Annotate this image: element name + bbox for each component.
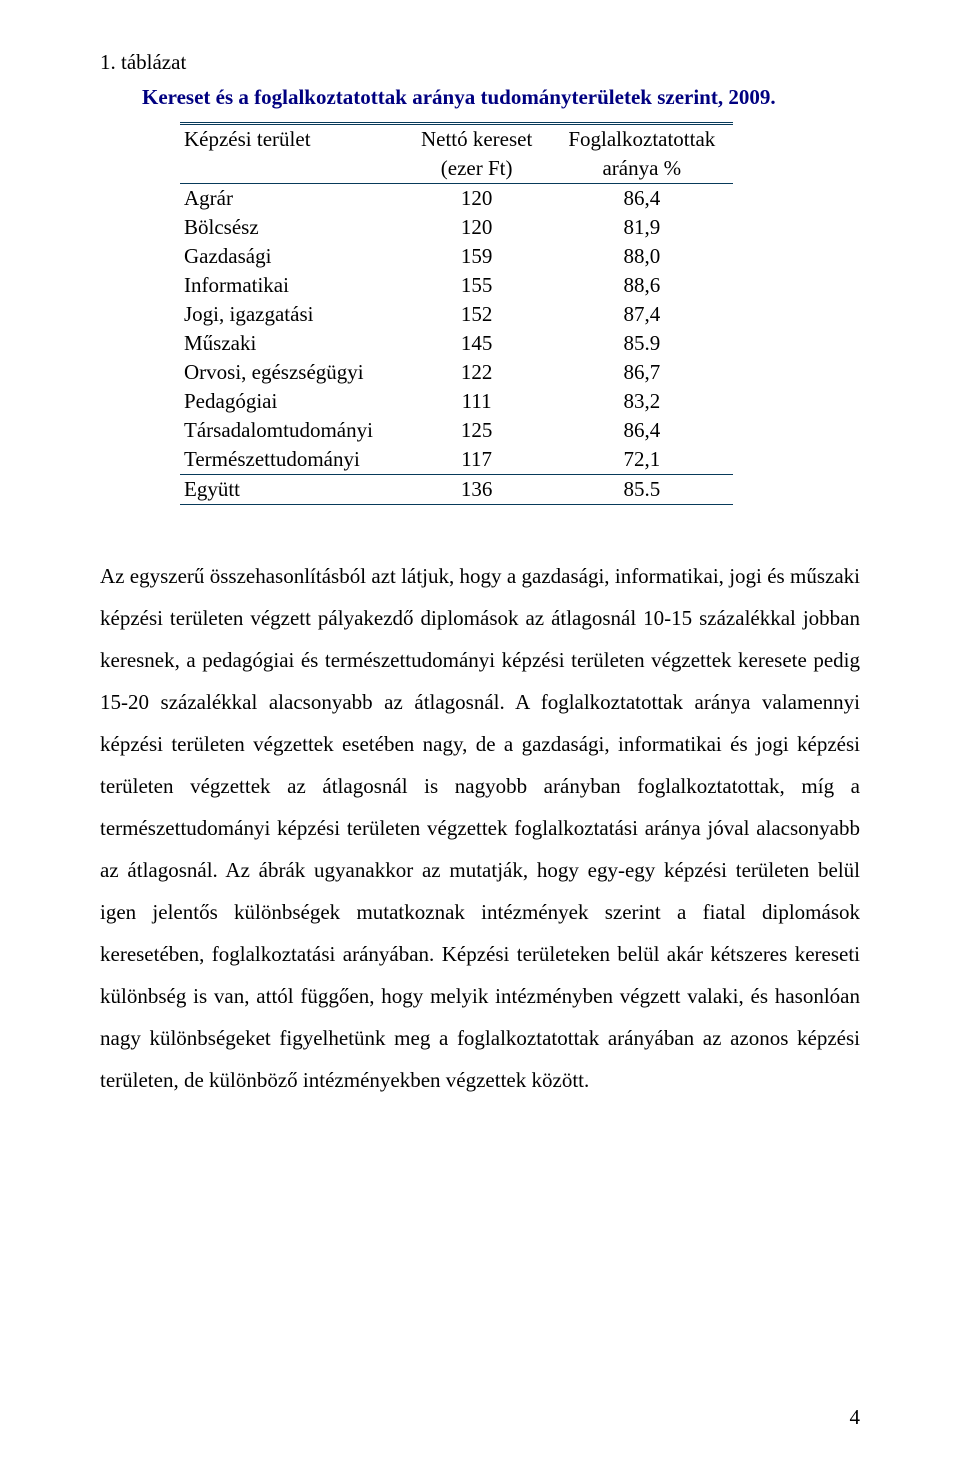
table-title: Kereset és a foglalkoztatottak aránya tu… (142, 85, 860, 110)
list-number: 1. táblázat (100, 50, 860, 75)
cell-v2: 85.5 (550, 475, 733, 505)
cell-v1: 159 (403, 242, 550, 271)
col-header-2-line1: Foglalkoztatottak (550, 124, 733, 155)
cell-v2: 86,7 (550, 358, 733, 387)
col-header-0-line2 (180, 154, 403, 184)
cell-v2: 72,1 (550, 445, 733, 475)
table-row: Informatikai 155 88,6 (180, 271, 733, 300)
cell-v1: 152 (403, 300, 550, 329)
cell-v2: 86,4 (550, 184, 733, 214)
data-table: Képzési terület Nettó kereset Foglalkozt… (180, 122, 733, 505)
col-header-0-line1: Képzési terület (180, 124, 403, 155)
cell-label: Együtt (180, 475, 403, 505)
cell-v2: 87,4 (550, 300, 733, 329)
table-row: Gazdasági 159 88,0 (180, 242, 733, 271)
cell-v1: 125 (403, 416, 550, 445)
cell-v2: 85.9 (550, 329, 733, 358)
cell-v1: 120 (403, 184, 550, 214)
col-header-1-line2: (ezer Ft) (403, 154, 550, 184)
cell-v2: 81,9 (550, 213, 733, 242)
cell-label: Pedagógiai (180, 387, 403, 416)
table-total-row: Együtt 136 85.5 (180, 475, 733, 505)
page-number: 4 (850, 1405, 861, 1430)
cell-label: Informatikai (180, 271, 403, 300)
body-paragraph: Az egyszerű összehasonlításból azt látju… (100, 555, 860, 1101)
cell-v1: 117 (403, 445, 550, 475)
cell-v2: 86,4 (550, 416, 733, 445)
cell-v1: 120 (403, 213, 550, 242)
table-row: Pedagógiai 111 83,2 (180, 387, 733, 416)
table-header-row-2: (ezer Ft) aránya % (180, 154, 733, 184)
cell-label: Gazdasági (180, 242, 403, 271)
cell-v1: 111 (403, 387, 550, 416)
cell-v1: 145 (403, 329, 550, 358)
cell-label: Műszaki (180, 329, 403, 358)
cell-v2: 83,2 (550, 387, 733, 416)
table-row: Természettudományi 117 72,1 (180, 445, 733, 475)
table-row: Társadalomtudományi 125 86,4 (180, 416, 733, 445)
page: 1. táblázat Kereset és a foglalkoztatott… (0, 0, 960, 1460)
table-header-row: Képzési terület Nettó kereset Foglalkozt… (180, 124, 733, 155)
cell-v1: 122 (403, 358, 550, 387)
table-row: Agrár 120 86,4 (180, 184, 733, 214)
cell-label: Társadalomtudományi (180, 416, 403, 445)
cell-v1: 155 (403, 271, 550, 300)
table-row: Bölcsész 120 81,9 (180, 213, 733, 242)
cell-v1: 136 (403, 475, 550, 505)
cell-v2: 88,6 (550, 271, 733, 300)
cell-label: Orvosi, egészségügyi (180, 358, 403, 387)
cell-label: Bölcsész (180, 213, 403, 242)
col-header-2-line2: aránya % (550, 154, 733, 184)
cell-v2: 88,0 (550, 242, 733, 271)
table-row: Műszaki 145 85.9 (180, 329, 733, 358)
cell-label: Természettudományi (180, 445, 403, 475)
col-header-1-line1: Nettó kereset (403, 124, 550, 155)
cell-label: Agrár (180, 184, 403, 214)
cell-label: Jogi, igazgatási (180, 300, 403, 329)
table-row: Orvosi, egészségügyi 122 86,7 (180, 358, 733, 387)
table-row: Jogi, igazgatási 152 87,4 (180, 300, 733, 329)
